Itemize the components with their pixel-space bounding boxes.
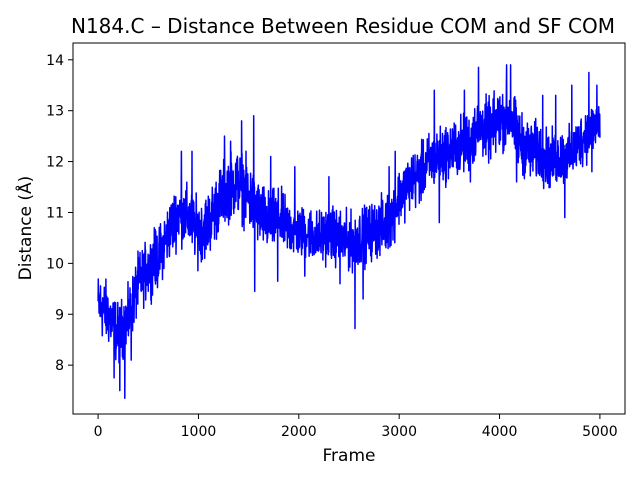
y-tick-label: 8 [55,358,64,374]
x-tick-label: 4000 [482,424,518,440]
chart-title: N184.C – Distance Between Residue COM an… [71,14,615,38]
y-tick-label: 11 [46,205,64,221]
series-line-distance [97,64,601,399]
y-tick-label: 10 [46,256,64,272]
axes-frame [72,42,626,415]
y-tick-label: 13 [46,104,64,120]
y-tick-label: 14 [46,53,64,69]
plot-area [97,64,601,399]
y-axis-label: Distance (Å) [14,176,36,281]
x-axis: 0 1000 2000 3000 4000 5000 [94,414,618,440]
x-axis-label: Frame [323,446,376,466]
y-tick-label: 12 [46,155,64,171]
y-axis: 8 9 10 11 12 13 14 [46,53,73,374]
x-tick-label: 1000 [181,424,217,440]
x-tick-label: 5000 [582,424,618,440]
x-tick-label: 0 [94,424,103,440]
x-tick-label: 3000 [381,424,417,440]
y-tick-label: 9 [55,307,64,323]
x-tick-label: 2000 [281,424,317,440]
